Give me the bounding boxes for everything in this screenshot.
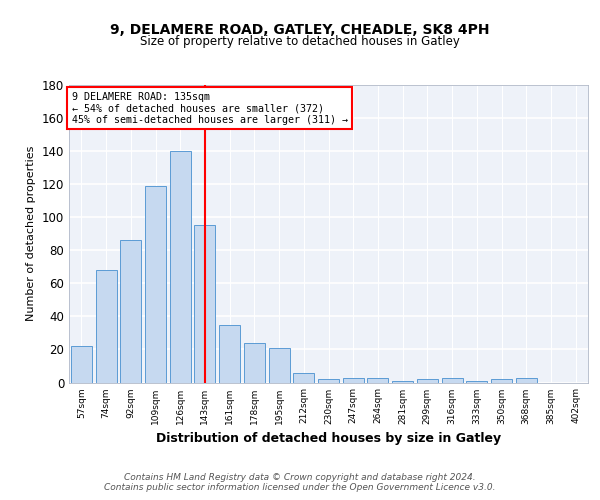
Bar (318, 379, 339, 382)
Bar (145, 186, 166, 382)
Y-axis label: Number of detached properties: Number of detached properties (26, 146, 36, 322)
Bar (417, 379, 438, 382)
Bar (367, 378, 388, 382)
Text: Contains HM Land Registry data © Crown copyright and database right 2024.
Contai: Contains HM Land Registry data © Crown c… (104, 473, 496, 492)
Bar (343, 378, 364, 382)
Bar (95, 270, 116, 382)
Bar (170, 151, 191, 382)
Bar (71, 346, 92, 383)
Bar (516, 378, 537, 382)
Text: 9, DELAMERE ROAD, GATLEY, CHEADLE, SK8 4PH: 9, DELAMERE ROAD, GATLEY, CHEADLE, SK8 4… (110, 22, 490, 36)
Bar (392, 381, 413, 382)
Bar (442, 378, 463, 382)
Bar (491, 379, 512, 382)
Bar (194, 226, 215, 382)
Bar (244, 343, 265, 382)
X-axis label: Distribution of detached houses by size in Gatley: Distribution of detached houses by size … (156, 432, 501, 445)
Bar (293, 372, 314, 382)
Bar (466, 381, 487, 382)
Bar (120, 240, 141, 382)
Text: 9 DELAMERE ROAD: 135sqm
← 54% of detached houses are smaller (372)
45% of semi-d: 9 DELAMERE ROAD: 135sqm ← 54% of detache… (72, 92, 348, 125)
Bar (219, 324, 240, 382)
Bar (269, 348, 290, 382)
Text: Size of property relative to detached houses in Gatley: Size of property relative to detached ho… (140, 35, 460, 48)
